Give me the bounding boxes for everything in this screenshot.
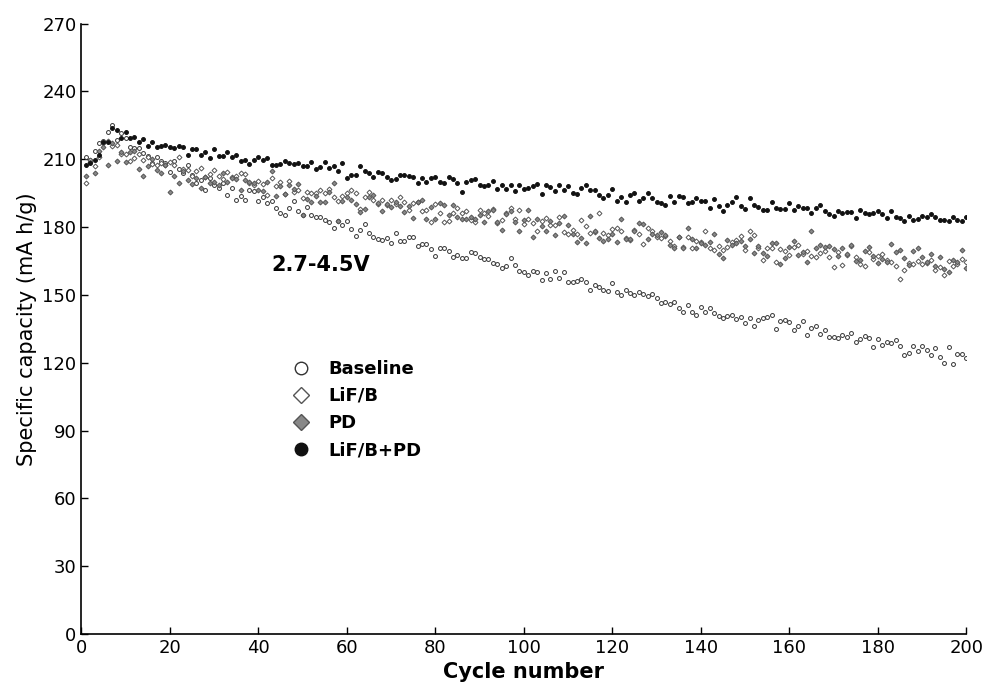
X-axis label: Cycle number: Cycle number (443, 663, 604, 682)
Text: 2.7-4.5V: 2.7-4.5V (272, 255, 370, 275)
Legend: Baseline, LiF/B, PD, LiF/B+PD: Baseline, LiF/B, PD, LiF/B+PD (276, 353, 429, 466)
Y-axis label: Specific capacity (mA h/g): Specific capacity (mA h/g) (17, 192, 37, 466)
